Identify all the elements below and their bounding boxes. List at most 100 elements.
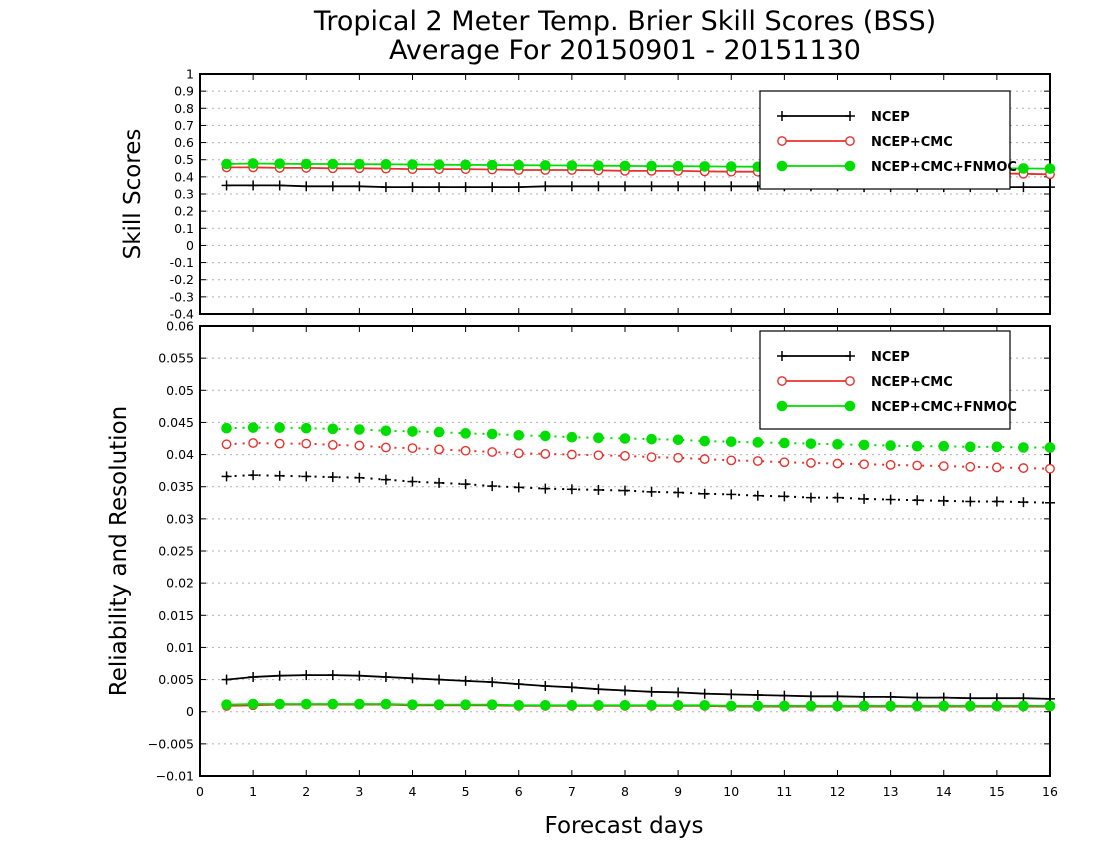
- legend-marker: [844, 160, 856, 172]
- x-tick-label: 10: [723, 784, 739, 799]
- y-tick-label: 0.2: [174, 204, 194, 219]
- data-point: [486, 159, 498, 171]
- legend-item-ncep-cmc: NCEP+CMC: [777, 375, 953, 390]
- data-point: [885, 440, 896, 451]
- data-point: [911, 440, 923, 452]
- data-point: [540, 449, 551, 459]
- x-tick-label: 13: [883, 784, 899, 799]
- data-point: [221, 158, 232, 170]
- data-point: [247, 698, 259, 710]
- x-axis-label: Forecast days: [545, 813, 704, 839]
- y-tick-label: 0.6: [174, 135, 194, 150]
- series-ncep-cmc-resolution: [221, 438, 1055, 474]
- data-point: [566, 449, 577, 460]
- legend-marker: [776, 160, 788, 172]
- data-point: [380, 698, 392, 710]
- y-tick-label: 0.04: [166, 447, 194, 462]
- data-point: [460, 159, 471, 171]
- data-point: [1018, 463, 1029, 473]
- data-point: [274, 438, 285, 449]
- legend-label: NCEP+CMC+FNMOC: [871, 160, 1017, 175]
- data-point: [806, 458, 816, 468]
- data-point: [221, 699, 232, 710]
- data-point: [1018, 442, 1029, 453]
- y-tick-label: 0.01: [166, 640, 194, 655]
- data-point: [540, 699, 551, 711]
- data-point: [646, 699, 657, 711]
- x-tick-label: 2: [302, 784, 310, 799]
- data-point: [274, 698, 285, 710]
- data-point: [672, 160, 684, 172]
- data-point: [540, 430, 551, 442]
- legend-box: [759, 330, 1011, 430]
- y-axis-label: Skill Scores: [120, 129, 146, 260]
- data-point: [965, 441, 976, 453]
- legend-label: NCEP+CMC: [871, 135, 953, 150]
- data-point: [699, 435, 710, 447]
- y-tick-label: -0.4: [170, 307, 194, 322]
- y-tick-label: 0.015: [158, 608, 194, 623]
- data-point: [381, 442, 391, 453]
- data-point: [672, 434, 684, 446]
- data-point: [646, 160, 657, 172]
- data-point: [566, 699, 578, 711]
- y-tick-label: 0.02: [166, 576, 194, 591]
- data-point: [965, 700, 976, 712]
- data-point: [885, 700, 896, 712]
- x-tick-label: 14: [936, 784, 952, 799]
- legend-item-ncep-cmc: NCEP+CMC: [777, 135, 953, 150]
- y-tick-label: 0: [186, 238, 194, 253]
- data-point: [221, 422, 232, 434]
- data-point: [593, 699, 604, 711]
- x-tick-label: 8: [621, 784, 629, 799]
- data-point: [354, 440, 365, 451]
- data-point: [646, 433, 657, 445]
- y-tick-label: 0.005: [158, 672, 194, 687]
- data-point: [486, 699, 498, 710]
- x-tick-label: 15: [989, 784, 1005, 799]
- data-point: [433, 159, 445, 170]
- data-point: [434, 444, 444, 455]
- data-point: [327, 698, 339, 710]
- data-point: [965, 461, 976, 472]
- y-tick-label: −0.01: [156, 769, 194, 784]
- y-tick-label: 0.3: [174, 187, 194, 202]
- data-point: [858, 700, 870, 712]
- y-tick-label: 0.035: [158, 479, 194, 494]
- data-point: [1018, 163, 1029, 174]
- x-tick-label: 1: [249, 784, 257, 799]
- data-point: [725, 436, 737, 448]
- data-point: [699, 699, 710, 711]
- data-point: [380, 425, 392, 437]
- data-point: [885, 459, 896, 470]
- x-tick-label: 11: [776, 784, 792, 799]
- x-tick-label: 0: [196, 784, 204, 799]
- top-panel: -0.4 -0.3 -0.2 -0.1 0 0.1 0.2 0.3 0.4 0.5 0.6 0.7 0.…: [120, 67, 1056, 322]
- data-point: [274, 158, 285, 169]
- y-tick-label: 0.9: [174, 84, 194, 99]
- legend-marker: [844, 400, 856, 412]
- data-point: [487, 447, 498, 457]
- data-point: [248, 438, 259, 448]
- data-point: [327, 158, 339, 170]
- x-tick-label: 4: [409, 784, 417, 799]
- legend-item-ncep: NCEP: [777, 350, 910, 365]
- data-point: [619, 699, 631, 711]
- data-point: [460, 699, 471, 710]
- y-tick-label: 1: [186, 67, 194, 82]
- data-point: [513, 448, 524, 459]
- x-tick-label: 7: [568, 784, 576, 799]
- data-point: [1018, 700, 1029, 712]
- data-point: [354, 424, 365, 435]
- data-point: [725, 161, 737, 172]
- bottom-panel: −0.01 −0.005 0 0.005 0.01 0.015 0.02 0.025 0.03 0…: [106, 319, 1058, 840]
- y-tick-label: 0.4: [174, 169, 194, 184]
- data-point: [779, 700, 790, 712]
- data-point: [779, 457, 790, 468]
- chart-title-line2: Average For 20150901 - 20151130: [389, 35, 861, 66]
- data-point: [407, 159, 418, 170]
- data-point: [991, 462, 1002, 473]
- x-tick-label: 16: [1042, 784, 1058, 799]
- y-tick-label: -0.1: [170, 255, 194, 270]
- y-tick-label: 0.03: [166, 511, 194, 526]
